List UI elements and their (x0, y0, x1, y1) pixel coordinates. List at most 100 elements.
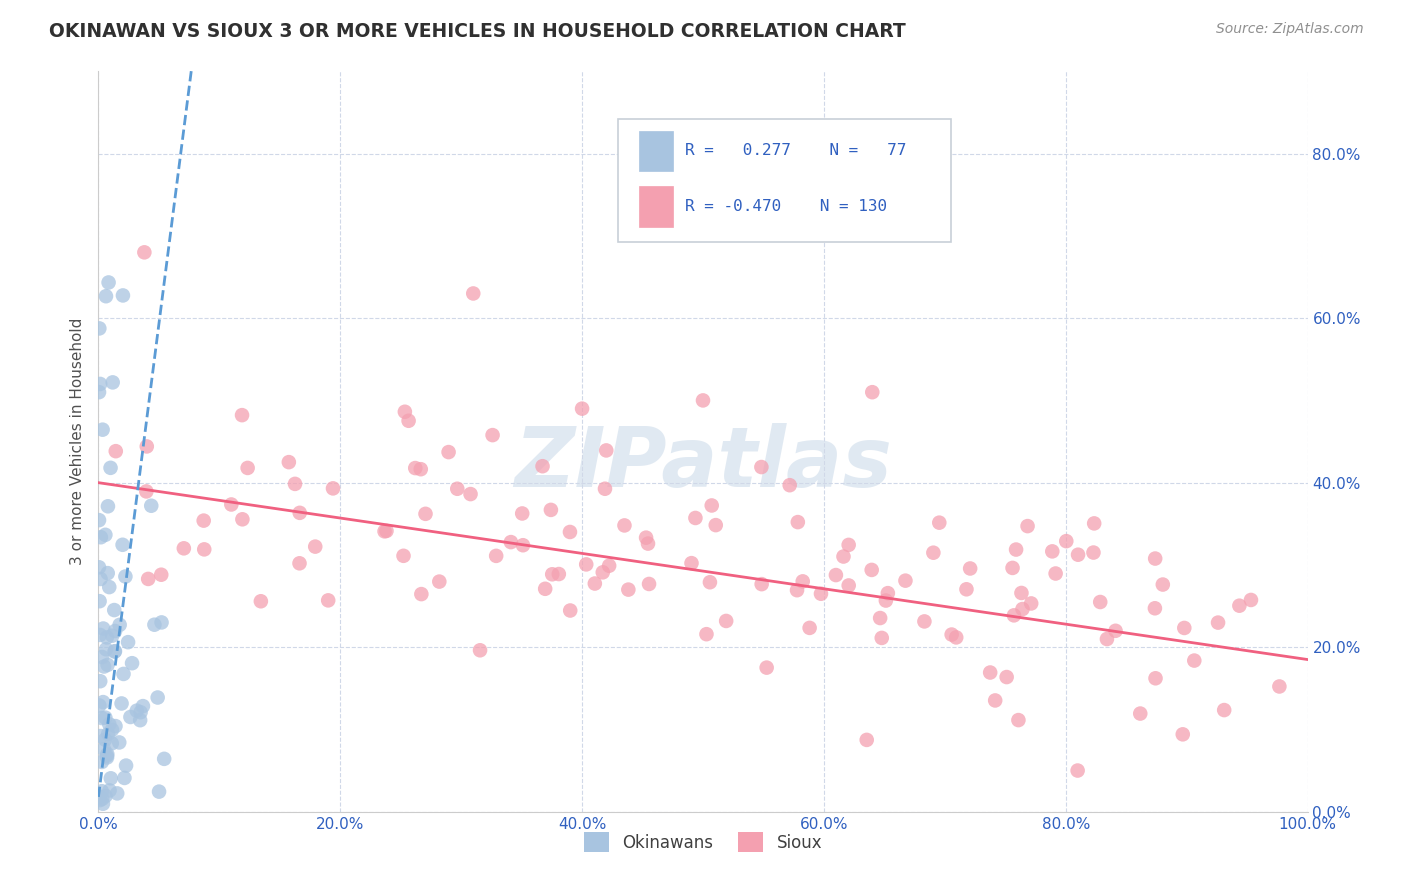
Point (121, 656, 143, 670)
Point (1206, 615, 1229, 630)
Point (89, 674, 111, 689)
Point (855, 732, 877, 747)
Point (316, 593, 339, 607)
Point (571, 401, 593, 416)
Point (277, 455, 299, 469)
Point (1083, 545, 1105, 559)
Point (1240, 593, 1263, 607)
Point (91, 650, 114, 665)
Point (148, 784, 170, 798)
Point (1213, 703, 1236, 717)
Point (1045, 566, 1067, 581)
Point (101, 736, 124, 750)
Point (799, 621, 821, 635)
Point (87, 513, 110, 527)
Point (875, 593, 897, 607)
Point (695, 627, 717, 641)
Point (97, 727, 120, 741)
Point (94, 732, 117, 747)
Point (699, 575, 721, 590)
Point (322, 482, 344, 496)
Point (173, 541, 195, 556)
Point (111, 538, 134, 552)
Point (959, 561, 981, 575)
Point (409, 462, 432, 476)
Point (928, 516, 950, 530)
Point (136, 572, 159, 586)
Point (541, 567, 564, 582)
Point (90, 755, 112, 769)
Point (91, 797, 114, 811)
Point (894, 574, 917, 588)
Text: R = -0.470    N = 130: R = -0.470 N = 130 (685, 199, 887, 214)
Point (869, 611, 891, 625)
Point (637, 536, 659, 550)
Point (1010, 586, 1032, 600)
Point (437, 445, 460, 459)
Point (540, 503, 562, 517)
Point (250, 594, 273, 608)
Point (995, 670, 1018, 684)
Point (87, 385, 110, 400)
Point (90, 729, 112, 743)
Point (534, 582, 557, 596)
Point (94, 789, 117, 803)
Point (90, 572, 112, 586)
Point (101, 629, 124, 643)
Point (91, 695, 114, 709)
Point (463, 286, 485, 301)
Point (1083, 516, 1105, 531)
Point (97, 657, 120, 672)
Point (89, 698, 111, 713)
Point (93, 742, 115, 756)
Point (98, 783, 121, 797)
Point (150, 615, 173, 630)
Point (97, 276, 120, 290)
Point (96, 631, 118, 645)
Point (117, 635, 139, 649)
Point (1229, 599, 1251, 613)
Point (531, 459, 554, 474)
Point (94, 289, 117, 303)
Point (125, 704, 148, 718)
Point (110, 697, 132, 711)
Point (114, 569, 136, 583)
Text: Source: ZipAtlas.com: Source: ZipAtlas.com (1216, 22, 1364, 37)
Point (1007, 713, 1029, 727)
Point (415, 507, 437, 521)
Point (411, 587, 433, 601)
Point (112, 667, 135, 681)
Point (111, 288, 134, 302)
Point (560, 603, 582, 617)
Point (1040, 544, 1063, 558)
Point (636, 531, 658, 545)
Point (90, 530, 112, 544)
Point (460, 487, 482, 501)
Point (304, 540, 326, 554)
FancyBboxPatch shape (619, 120, 950, 242)
Text: R =   0.277    N =   77: R = 0.277 N = 77 (685, 144, 907, 159)
Point (1011, 602, 1033, 616)
Point (613, 518, 636, 533)
Point (512, 538, 534, 552)
Point (114, 771, 136, 785)
Point (1017, 519, 1039, 533)
Point (129, 705, 152, 719)
Point (792, 574, 814, 589)
Point (1019, 597, 1042, 611)
Point (714, 614, 737, 628)
Point (89, 376, 111, 391)
Point (94, 528, 117, 542)
Point (558, 524, 581, 539)
Point (231, 408, 253, 422)
Point (510, 507, 533, 521)
Point (100, 772, 122, 786)
Point (838, 578, 860, 592)
Point (404, 461, 426, 475)
Point (547, 567, 569, 582)
Point (700, 499, 723, 513)
Point (1005, 542, 1028, 557)
Point (193, 542, 215, 557)
Point (825, 568, 848, 582)
Point (89, 594, 111, 608)
